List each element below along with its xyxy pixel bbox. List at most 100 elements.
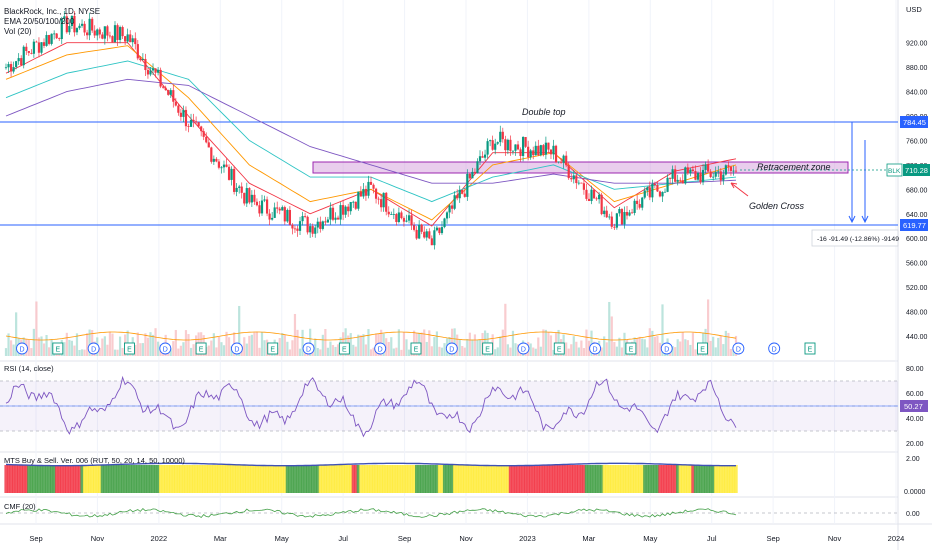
earnings-marker[interactable] [625,342,637,355]
mts-bar [351,465,355,493]
mts-bar [425,465,429,493]
time-tick: Mar [214,534,227,543]
event-marker-label: E [270,347,275,354]
earnings-marker[interactable] [410,342,422,355]
event-marker-label: E [55,347,60,354]
candle-body [458,189,461,199]
dividend-marker[interactable] [374,342,387,355]
volume-bar [478,339,482,356]
dividend-marker[interactable] [589,342,602,355]
mts-bar [622,465,627,493]
earnings-marker[interactable] [338,342,350,355]
mts-bar [392,465,396,493]
candle-body [387,211,390,215]
mts-bar [169,465,173,493]
earnings-marker[interactable] [52,342,64,355]
mts-bar [665,465,670,493]
volume-bar [103,336,106,356]
mts-bar [721,465,726,493]
event-marker-label: E [342,347,347,354]
mts-title[interactable]: MTS Buy & Sell. Ver. 006 (RUT, 50, 20, 1… [4,456,185,465]
volume-bar [70,340,74,356]
mts-bar [412,465,416,493]
candle-body [372,184,375,189]
candle-body [549,149,553,155]
candle-body [58,38,61,40]
time-tick: 2024 [888,534,905,543]
volume-bar [141,343,144,356]
mts-bar [409,465,414,493]
volume-bar [336,344,340,356]
dividend-marker[interactable] [660,342,673,355]
chart-title[interactable]: BlackRock, Inc., 1D, NYSE [4,7,101,16]
candle-body [293,228,297,230]
mts-bar [387,465,391,493]
mts-bar [321,465,325,493]
volume-bar [154,328,157,356]
mts-bar [219,465,224,493]
earnings-marker[interactable] [267,342,279,355]
mts-bar [716,465,720,493]
earnings-marker[interactable] [553,342,565,355]
candle-body [296,228,299,231]
dividend-marker[interactable] [517,342,530,355]
time-tick: Sep [766,534,779,543]
mts-bar [44,465,49,493]
mts-bar [214,465,219,493]
currency-label: USD [906,5,922,14]
dividend-marker[interactable] [732,342,745,355]
retracement-zone[interactable] [312,161,849,174]
candle-body [582,183,586,190]
event-marker-label: D [664,347,669,354]
rsi-title[interactable]: RSI (14, close) [4,364,54,373]
cmf-title[interactable]: CMF (20) [4,502,36,511]
volume-bar [179,345,182,356]
mts-bar [331,465,335,493]
candle-body [364,188,368,196]
mts-bar [579,465,584,493]
candle-body [451,205,454,209]
dividend-marker[interactable] [16,342,28,355]
dividend-marker[interactable] [445,342,458,355]
event-marker-label: E [629,347,634,354]
mts-bar [445,465,449,493]
mts-bar [612,465,617,493]
candle-body [291,224,294,229]
earnings-marker[interactable] [482,342,494,355]
candle-body [580,182,583,184]
volume-bar [496,347,499,356]
mts-bar [420,465,424,493]
earnings-marker[interactable] [195,342,207,355]
dividend-marker[interactable] [230,342,243,355]
candle-body [438,227,441,234]
earnings-marker[interactable] [804,342,816,355]
candle-body [567,165,570,179]
volume-bar [717,337,720,356]
volume-bar [471,339,474,356]
candle-body [537,145,540,156]
volume-bar [253,332,256,356]
candle-body [651,183,654,198]
mts-bar [22,465,26,493]
candle-body [151,68,155,71]
volume-legend[interactable]: Vol (20) [4,27,32,36]
mts-bar [209,465,214,493]
dividend-marker[interactable] [768,342,781,355]
mts-bar [298,465,302,493]
candle-body [179,112,182,117]
candle-body [557,161,560,163]
earnings-marker[interactable] [697,342,708,355]
dividend-marker[interactable] [159,342,172,355]
earnings-marker[interactable] [124,342,135,355]
volume-bar [390,337,393,356]
candle-body [509,139,512,151]
volume-bar [443,343,446,356]
candle-body [306,216,309,233]
measure-tool[interactable]: -16 -91.49 (-12.86%) -9149 [811,122,899,247]
dividend-marker[interactable] [87,342,100,355]
dividend-marker[interactable] [302,342,315,355]
ema-legend[interactable]: EMA 20/50/100/200 [4,17,75,26]
time-tick: Nov [91,534,105,543]
